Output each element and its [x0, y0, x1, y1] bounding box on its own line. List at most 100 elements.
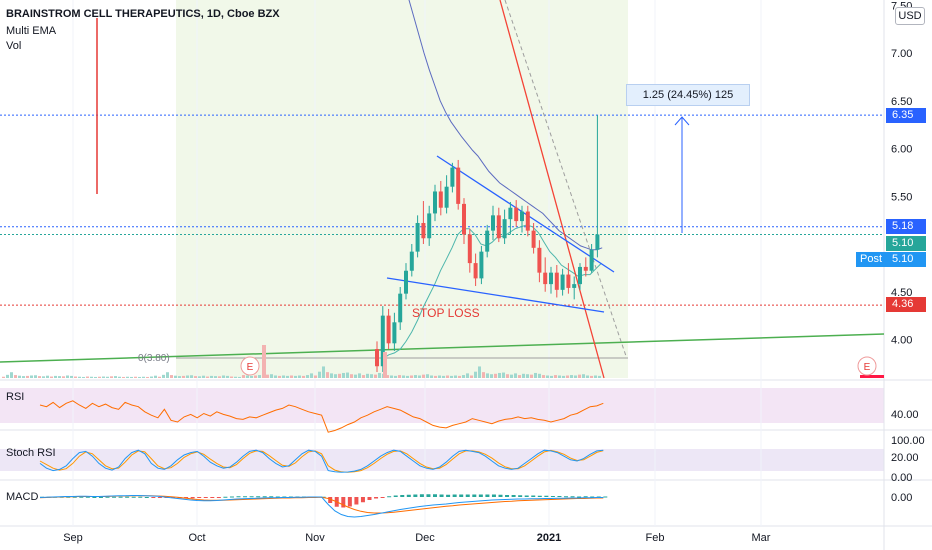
macd-histogram-bar: [144, 497, 149, 498]
price-tick-label: 4.50: [891, 287, 912, 299]
candle-body: [549, 272, 553, 285]
macd-histogram-bar: [387, 496, 392, 498]
volume-bar: [30, 375, 33, 378]
volume-bar: [254, 375, 257, 378]
volume-bar: [374, 374, 377, 378]
candle-body: [560, 274, 565, 290]
volume-bar: [326, 372, 329, 378]
candle-body: [375, 349, 379, 367]
measure-label[interactable]: 1.25 (24.45%) 125: [626, 84, 750, 106]
volume-bar: [330, 373, 333, 378]
volume-bar: [474, 371, 477, 378]
macd-histogram-bar: [524, 495, 529, 497]
candle-body: [514, 207, 519, 222]
macd-histogram-bar: [236, 496, 241, 498]
candle-body: [479, 251, 484, 279]
candle-body: [589, 249, 594, 271]
macd-histogram-bar: [550, 496, 555, 497]
earnings-marker: [240, 356, 260, 376]
volume-bar: [134, 376, 137, 378]
volume-bar: [178, 376, 181, 378]
macd-histogram-bar: [190, 497, 195, 499]
volume-bar: [422, 374, 425, 378]
volume-bar: [406, 375, 409, 378]
volume-bar: [90, 376, 93, 378]
volume-bar: [482, 372, 485, 378]
volume-bar: [154, 375, 157, 378]
volume-bar: [383, 352, 387, 378]
volume-bar: [294, 375, 297, 378]
candle-body: [531, 230, 536, 248]
macd-histogram-bar: [210, 497, 215, 498]
volume-bar: [38, 376, 41, 378]
macd-histogram-bar: [570, 496, 575, 498]
volume-bar: [450, 375, 453, 378]
macd-histogram-bar: [557, 496, 562, 497]
macd-histogram-bar: [125, 496, 130, 498]
macd-tick-label: 0.00: [891, 492, 912, 504]
volume-bar: [598, 375, 601, 378]
volume-bar: [278, 375, 281, 378]
volume-bar: [34, 375, 37, 378]
indicator-multi-ema[interactable]: Multi EMA: [6, 25, 57, 37]
macd-histogram-bar: [472, 494, 477, 497]
volume-bar: [502, 372, 505, 378]
volume-bar: [314, 375, 317, 378]
macd-histogram-bar: [577, 496, 582, 498]
macd-histogram-bar: [518, 495, 523, 497]
volume-bar: [438, 375, 441, 378]
macd-histogram-bar: [118, 496, 123, 498]
macd-histogram-bar: [459, 494, 464, 497]
price-tick-label: 4.00: [891, 335, 912, 347]
earnings-marker-label: E: [247, 362, 254, 373]
macd-histogram-bar: [269, 496, 274, 498]
volume-bar: [526, 374, 529, 378]
volume-bar: [230, 376, 233, 378]
macd-histogram-bar: [347, 497, 352, 507]
volume-bar: [82, 376, 85, 378]
macd-histogram-bar: [197, 497, 202, 498]
volume-bar: [10, 372, 13, 378]
macd-histogram-bar: [72, 496, 77, 498]
volume-bar: [334, 374, 337, 378]
volume-bar: [306, 375, 309, 378]
wedge-lower-line: [386, 277, 605, 313]
volume-bar: [442, 375, 445, 378]
volume-bar: [458, 375, 461, 378]
candle-body: [438, 191, 443, 208]
candle-body: [491, 215, 495, 231]
volume-bar: [570, 375, 573, 378]
macd-histogram-bar: [203, 497, 208, 498]
indicator-volume[interactable]: Vol: [6, 40, 22, 52]
candle-body: [572, 284, 577, 288]
volume-bar: [302, 375, 305, 378]
volume-bar: [66, 375, 69, 378]
macd-pane-label[interactable]: MACD: [6, 491, 39, 503]
candle-body: [595, 234, 600, 250]
volume-bar: [214, 376, 217, 378]
rsi-pane-label[interactable]: RSI: [6, 391, 25, 403]
volume-bar: [6, 374, 9, 378]
volume-bar: [158, 376, 161, 378]
macd-histogram-bar: [413, 494, 418, 497]
candle-body: [485, 230, 490, 252]
stoch-pane-label[interactable]: Stoch RSI: [6, 447, 56, 459]
macd-histogram-bar: [544, 495, 549, 497]
volume-bar: [494, 373, 497, 378]
candle-body: [415, 222, 420, 252]
volume-bar: [578, 374, 581, 378]
macd-histogram-bar: [485, 494, 490, 497]
symbol-title[interactable]: BRAINSTROM CELL THERAPEUTICS, 1D, Cboe B…: [6, 8, 280, 20]
volume-bar: [538, 373, 541, 378]
volume-bar: [486, 373, 489, 378]
macd-histogram-bar: [151, 497, 156, 498]
currency-button[interactable]: USD: [895, 7, 925, 25]
macd-histogram-bar: [112, 496, 117, 498]
volume-bar: [50, 376, 53, 378]
volume-bar: [282, 375, 285, 378]
candle-body: [450, 167, 455, 187]
volume-bar: [338, 373, 341, 378]
volume-bar: [146, 376, 149, 378]
macd-histogram-bar: [400, 495, 405, 497]
